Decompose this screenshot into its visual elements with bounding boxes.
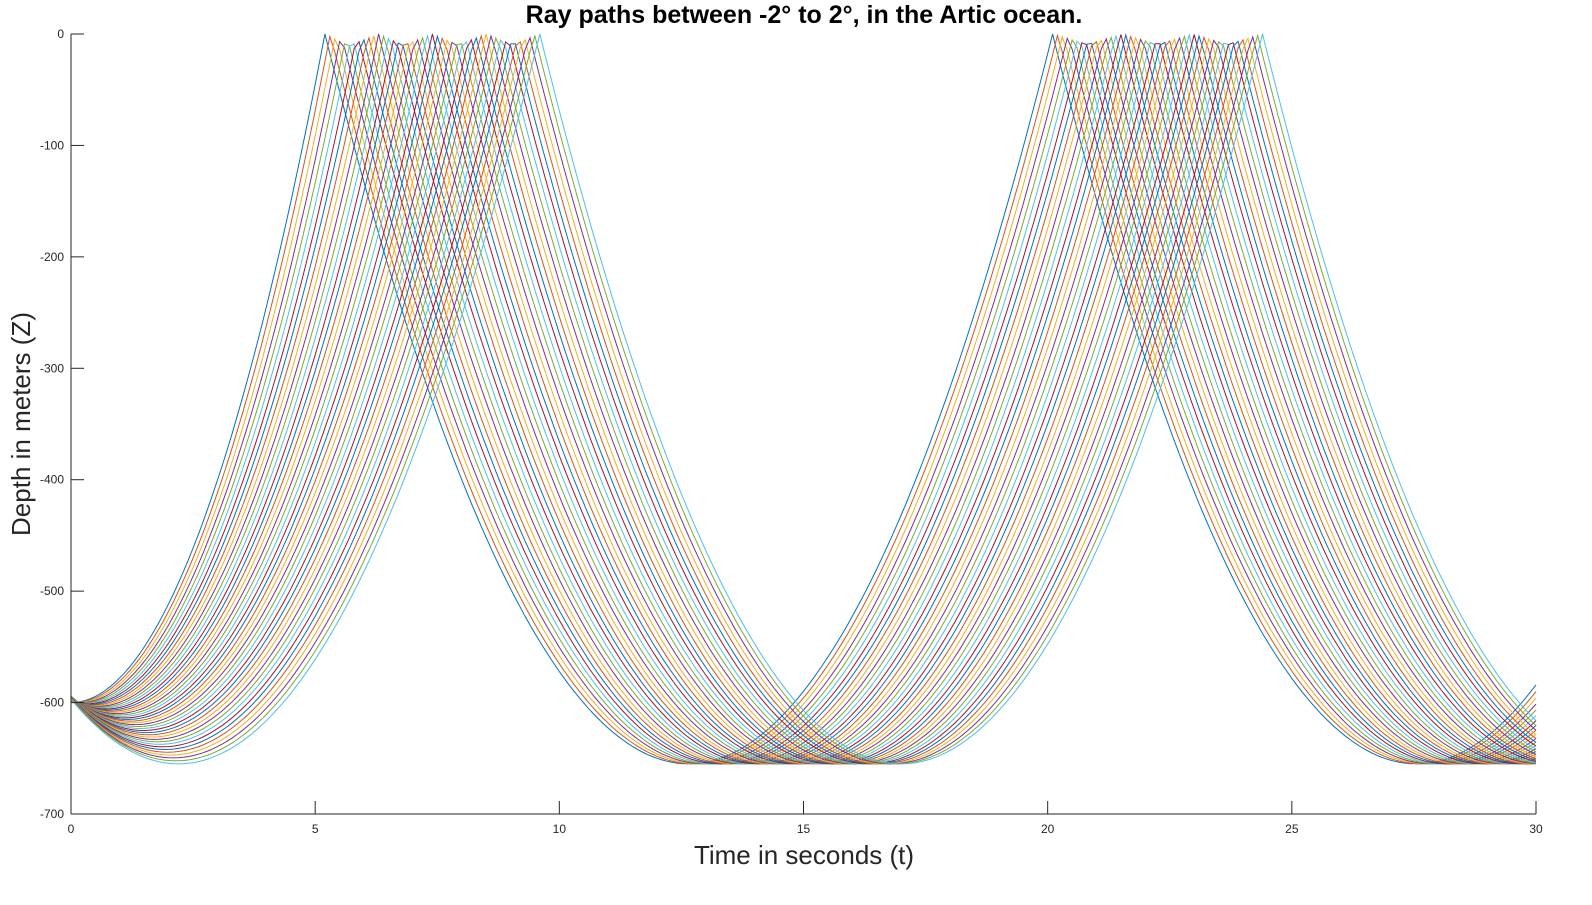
y-tick-label: 0 [57, 27, 64, 41]
ray-path-line [70, 34, 1537, 765]
x-tick-label: 5 [312, 822, 319, 836]
y-tick-label: -100 [40, 138, 64, 152]
ray-path-line [70, 33, 1537, 765]
ray-path-line [70, 35, 1537, 765]
x-ticks: 0 5 10 15 20 25 30 [68, 801, 1543, 836]
ray-path-line [70, 41, 1537, 765]
ray-path-line [70, 36, 1537, 765]
ray-path-line [70, 34, 1537, 765]
ray-path-line [70, 38, 1537, 765]
ray-path-line [70, 38, 1537, 765]
ray-path-line [70, 36, 1537, 765]
ray-path-line [70, 36, 1537, 765]
ray-path-line [70, 36, 1537, 765]
y-tick-label: -300 [40, 361, 64, 375]
y-tick-label: -700 [40, 807, 64, 821]
ray-path-line [70, 36, 1537, 765]
ray-path-line [70, 33, 1537, 765]
ray-path-line [70, 33, 1537, 765]
x-axis-label: Time in seconds (t) [694, 840, 914, 870]
y-ticks: 0 -100 -200 -300 -400 -500 -600 -700 [40, 27, 84, 821]
ray-paths [70, 33, 1537, 765]
ray-path-line [70, 34, 1537, 765]
ray-path-line [70, 40, 1537, 765]
x-tick-label: 0 [68, 822, 75, 836]
x-tick-label: 20 [1041, 822, 1055, 836]
y-tick-label: -600 [40, 696, 64, 710]
ray-path-line [70, 36, 1537, 765]
y-tick-label: -400 [40, 473, 64, 487]
y-axis-label: Depth in meters (Z) [6, 312, 36, 536]
ray-path-line [70, 38, 1537, 765]
ray-path-line [70, 33, 1537, 765]
x-tick-label: 10 [553, 822, 567, 836]
x-tick-label: 15 [797, 822, 811, 836]
ray-path-line [70, 40, 1537, 765]
ray-path-line [70, 33, 1537, 765]
ray-path-line [70, 34, 1537, 765]
ray-path-line [70, 34, 1537, 765]
x-tick-label: 30 [1529, 822, 1543, 836]
ray-path-line [70, 38, 1537, 765]
ray-path-line [70, 34, 1537, 765]
chart-title: Ray paths between -2° to 2°, in the Arti… [526, 1, 1083, 29]
y-tick-label: -200 [40, 250, 64, 264]
ray-path-line [70, 35, 1537, 765]
x-tick-label: 25 [1285, 822, 1299, 836]
ray-path-line [70, 36, 1537, 765]
y-tick-label: -500 [40, 584, 64, 598]
ray-path-line [70, 34, 1537, 765]
ray-path-line [70, 33, 1537, 765]
ray-path-line [70, 36, 1537, 765]
ray-path-line [70, 33, 1537, 765]
